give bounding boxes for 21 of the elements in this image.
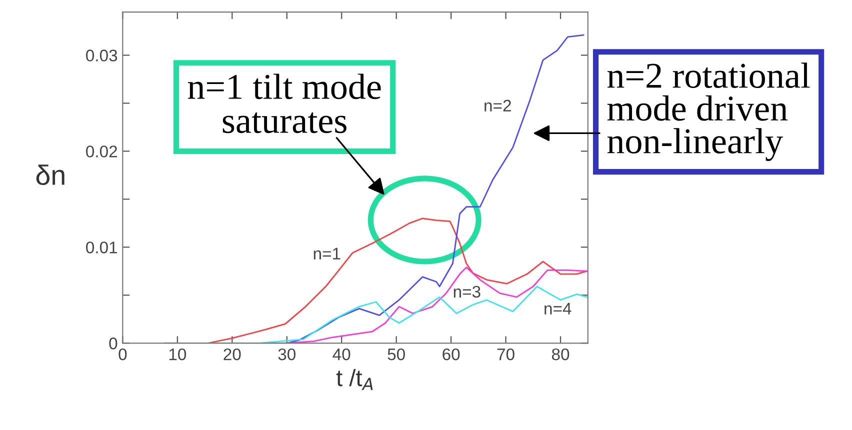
y-tick-label: 0.02 [86, 146, 117, 158]
text: n=2 rotational mode driven non-linearly [607, 62, 810, 161]
series-label: n=1 [314, 248, 340, 260]
y-axis-title: δn [36, 164, 64, 186]
x-tick-label: 50 [388, 348, 405, 360]
x-tick-label: 40 [332, 348, 350, 360]
series-label: n=4 [544, 302, 572, 314]
x-axis-title: t /t$_{A}$ [336, 368, 373, 390]
x-tick-label: 0 [118, 348, 127, 360]
annotation: n=1 tilt mode saturates [188, 74, 381, 134]
x-tick-label: 70 [497, 348, 514, 360]
y-tick-label: 0.01 [86, 242, 118, 254]
x-tick-label: 80 [552, 348, 570, 360]
x-tick-label: 10 [169, 348, 186, 360]
x-tick-label: 20 [224, 348, 241, 360]
x-tick-label: 30 [278, 348, 296, 360]
y-tick-label: 0.03 [86, 50, 118, 62]
series-label: n=2 [484, 100, 511, 112]
y-tick-label: 0 [109, 338, 118, 350]
x-tick-label: 60 [442, 348, 460, 360]
series-label: n=3 [454, 286, 480, 298]
